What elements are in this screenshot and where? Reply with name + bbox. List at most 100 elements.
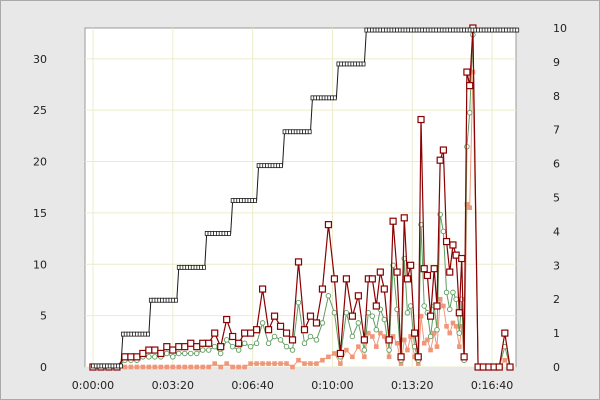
data-point <box>235 339 243 347</box>
data-point <box>211 343 218 350</box>
data-point <box>434 344 440 349</box>
data-point <box>458 254 466 263</box>
data-point <box>501 329 509 337</box>
data-point <box>272 361 277 366</box>
data-point <box>296 357 301 363</box>
data-point <box>386 354 392 360</box>
y-right-tick-label: 2 <box>553 293 560 306</box>
data-point <box>307 333 314 340</box>
data-point <box>414 353 422 361</box>
data-point <box>356 344 361 349</box>
data-point <box>164 364 170 370</box>
data-point <box>254 361 259 366</box>
data-point <box>447 306 453 313</box>
data-point <box>314 361 319 366</box>
data-point <box>502 357 508 363</box>
data-point <box>284 361 289 366</box>
data-point <box>241 329 249 337</box>
data-point <box>403 275 412 283</box>
data-point <box>326 354 331 360</box>
data-point <box>242 364 247 370</box>
data-point <box>428 347 433 353</box>
data-point <box>188 350 194 357</box>
data-point <box>318 285 327 293</box>
data-point <box>386 347 392 353</box>
y-right-tick-label: 6 <box>553 158 560 171</box>
data-point <box>290 364 295 370</box>
x-tick-label: 0:03:20 <box>152 379 194 392</box>
data-point <box>382 334 387 339</box>
data-point <box>145 346 153 354</box>
data-point <box>431 330 437 336</box>
data-point <box>426 312 435 320</box>
data-point <box>230 364 235 370</box>
data-point <box>122 364 128 370</box>
data-point <box>121 353 129 361</box>
data-point <box>470 69 476 75</box>
data-point <box>374 344 379 349</box>
data-point <box>417 115 425 124</box>
data-point <box>373 326 380 333</box>
data-point <box>176 364 182 370</box>
data-point <box>302 361 307 366</box>
data-point <box>295 299 302 306</box>
data-point <box>408 334 413 339</box>
data-point <box>218 364 223 370</box>
data-point <box>456 330 463 336</box>
data-point <box>336 349 345 358</box>
data-point <box>319 320 326 326</box>
data-point <box>200 364 206 370</box>
data-point <box>460 353 468 361</box>
data-point <box>146 364 152 370</box>
y-left-tick-label: 25 <box>33 104 47 117</box>
data-point <box>331 310 338 316</box>
data-point <box>271 333 278 340</box>
data-point <box>241 340 248 347</box>
data-point <box>394 340 400 346</box>
data-point <box>381 316 388 323</box>
data-point <box>349 333 356 340</box>
tick-labels: 0:00:00 0:03:20 0:06:40 0:10:00 0:13:20 0:16:… <box>33 22 567 392</box>
data-point <box>264 326 273 334</box>
data-point <box>128 364 134 370</box>
data-point <box>235 347 242 353</box>
data-point <box>338 361 343 366</box>
data-point <box>446 268 454 276</box>
data-point <box>453 296 459 302</box>
data-point <box>495 363 503 371</box>
data-point <box>464 201 470 207</box>
data-point <box>313 337 320 343</box>
data-point <box>350 354 355 360</box>
data-point <box>459 324 465 329</box>
data-point <box>332 95 337 101</box>
data-point <box>369 313 376 319</box>
data-point <box>450 289 456 296</box>
data-point <box>433 302 441 310</box>
data-point <box>227 231 231 236</box>
data-point <box>450 320 456 326</box>
data-point <box>211 329 219 337</box>
data-point <box>344 347 349 353</box>
x-tick-label: 0:00:00 <box>72 379 114 392</box>
x-tick-label: 0:16:40 <box>471 379 513 392</box>
y-right-tick-label: 10 <box>553 22 567 35</box>
data-point <box>152 354 158 360</box>
data-point <box>447 330 453 336</box>
data-point <box>247 343 254 350</box>
data-point <box>134 364 140 370</box>
data-point <box>325 293 332 299</box>
data-point <box>283 343 290 350</box>
data-point <box>362 354 367 360</box>
data-point <box>320 357 325 363</box>
data-point <box>212 361 217 366</box>
data-point <box>332 351 337 356</box>
data-point <box>146 331 150 337</box>
data-point <box>444 324 449 329</box>
data-point <box>133 353 141 361</box>
y-right-tick-label: 8 <box>553 90 560 103</box>
data-point <box>515 27 520 33</box>
data-point <box>361 61 366 67</box>
data-point <box>466 82 474 90</box>
y-right-tick-label: 3 <box>553 259 560 272</box>
data-point <box>466 109 473 116</box>
